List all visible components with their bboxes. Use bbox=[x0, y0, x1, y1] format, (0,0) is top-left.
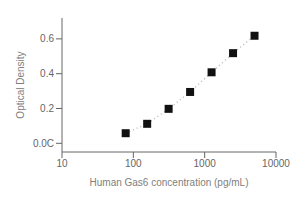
svg-text:Optical Density: Optical Density bbox=[15, 51, 26, 118]
svg-text:1000: 1000 bbox=[194, 158, 217, 169]
svg-text:0.6: 0.6 bbox=[40, 33, 54, 44]
svg-text:Human Gas6 concentration (pg/m: Human Gas6 concentration (pg/mL) bbox=[90, 177, 249, 188]
svg-text:0.4: 0.4 bbox=[40, 68, 54, 79]
svg-text:100: 100 bbox=[125, 158, 142, 169]
svg-text:10: 10 bbox=[56, 158, 68, 169]
svg-text:0.2: 0.2 bbox=[40, 103, 54, 114]
svg-text:10000: 10000 bbox=[262, 158, 290, 169]
svg-text:0.0C: 0.0C bbox=[33, 138, 54, 149]
